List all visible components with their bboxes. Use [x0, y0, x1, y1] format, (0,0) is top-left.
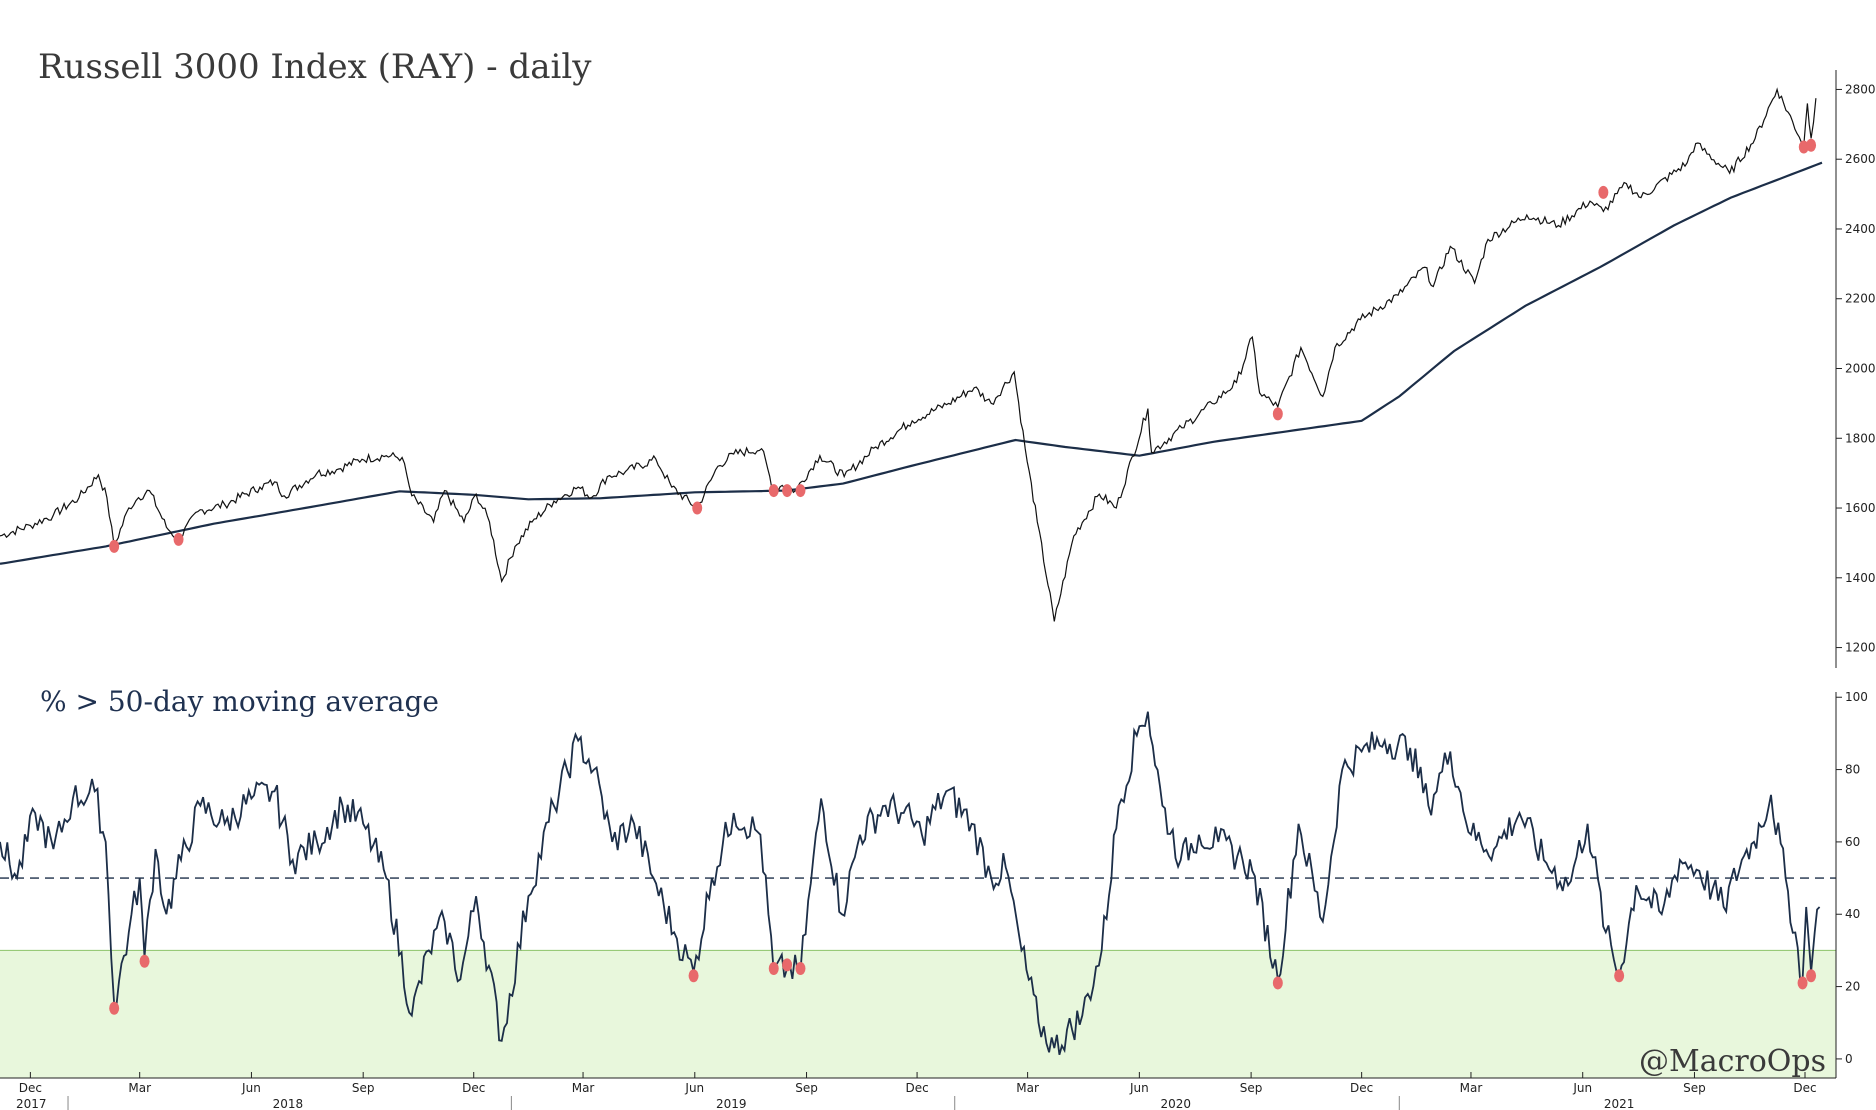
- price-signal-marker: [768, 484, 779, 498]
- x-year-label: 2018: [273, 1097, 304, 1110]
- breadth-signal-marker: [768, 961, 779, 975]
- price-y-tick-label: 1200: [1845, 641, 1876, 655]
- breadth-y-tick-label: 0: [1845, 1052, 1853, 1066]
- x-tick-label: Jun: [684, 1081, 704, 1095]
- x-tick-label: Sep: [1240, 1081, 1263, 1095]
- breadth-signal-marker: [109, 1001, 120, 1015]
- x-tick-label: Dec: [462, 1081, 485, 1095]
- top-y-ticks: 1200 1400 1600 1800 2000 2200 2400 2600 2800: [1836, 82, 1876, 655]
- price-y-tick-label: 2000: [1845, 362, 1876, 376]
- long-term-moving-average-line: [0, 161, 1823, 565]
- breadth-y-tick-label: 80: [1845, 763, 1860, 777]
- bottom-y-ticks: 0 20 40 60 80 100: [1836, 690, 1868, 1066]
- price-signal-marker: [1598, 185, 1609, 199]
- price-signal-marker: [692, 501, 703, 515]
- x-tick-label: Dec: [905, 1081, 928, 1095]
- breadth-signal-marker: [1614, 969, 1625, 983]
- x-year-labels: 2017 2018 2019 2020 2021: [16, 1096, 1634, 1110]
- x-tick-label: Mar: [572, 1081, 595, 1095]
- price-y-tick-label: 1800: [1845, 431, 1876, 445]
- breadth-signal-marker: [688, 969, 699, 983]
- panel-subtitle: % > 50-day moving average: [40, 685, 439, 718]
- price-signal-marker: [795, 484, 806, 498]
- breadth-signal-marker: [782, 958, 793, 972]
- breadth-y-tick-label: 100: [1845, 690, 1868, 704]
- x-year-label: 2017: [16, 1097, 47, 1110]
- x-tick-label: Sep: [795, 1081, 818, 1095]
- x-tick-label: Dec: [1793, 1081, 1816, 1095]
- price-y-tick-label: 2200: [1845, 292, 1876, 306]
- price-y-tick-label: 2600: [1845, 152, 1876, 166]
- x-year-label: 2019: [716, 1097, 747, 1110]
- price-y-tick-label: 2800: [1845, 82, 1876, 96]
- x-tick-label: Sep: [352, 1081, 375, 1095]
- price-line: [0, 87, 1817, 622]
- x-tick-label: Dec: [19, 1081, 42, 1095]
- x-tick-label: Dec: [1350, 1081, 1373, 1095]
- breadth-signal-marker: [1806, 969, 1817, 983]
- breadth-y-tick-label: 40: [1845, 907, 1860, 921]
- chart-title: Russell 3000 Index (RAY) - daily: [38, 47, 592, 87]
- x-tick-label: Mar: [128, 1081, 151, 1095]
- price-signal-marker: [109, 539, 120, 553]
- x-tick-label: Mar: [1460, 1081, 1483, 1095]
- x-year-label: 2021: [1604, 1097, 1635, 1110]
- breadth-y-tick-label: 60: [1845, 835, 1860, 849]
- price-signal-marker: [782, 484, 793, 498]
- x-tick-label: Jun: [241, 1081, 261, 1095]
- watermark: @MacroOps: [1639, 1044, 1826, 1079]
- price-signal-marker: [173, 532, 184, 546]
- x-tick-label: Jun: [1129, 1081, 1149, 1095]
- breadth-y-tick-label: 20: [1845, 980, 1860, 994]
- price-y-tick-label: 1400: [1845, 571, 1876, 585]
- price-signal-marker: [1806, 138, 1817, 152]
- breadth-line: [0, 711, 1821, 1056]
- oversold-zone: [0, 950, 1836, 1078]
- breadth-signal-marker: [1797, 976, 1808, 990]
- x-tick-label: Sep: [1683, 1081, 1706, 1095]
- x-tick-label: Mar: [1016, 1081, 1039, 1095]
- x-tick-label: Jun: [1572, 1081, 1592, 1095]
- signal-markers: [109, 138, 1817, 1015]
- x-month-ticks: Dec Mar Jun Sep Dec Mar Jun Sep Dec Mar Jun Sep Dec M…: [19, 1072, 1817, 1095]
- breadth-signal-marker: [1272, 976, 1283, 990]
- breadth-signal-marker: [795, 961, 806, 975]
- breadth-signal-marker: [139, 954, 150, 968]
- price-y-tick-label: 2400: [1845, 222, 1876, 236]
- price-signal-marker: [1272, 407, 1283, 421]
- x-year-label: 2020: [1161, 1097, 1192, 1110]
- price-y-tick-label: 1600: [1845, 501, 1876, 515]
